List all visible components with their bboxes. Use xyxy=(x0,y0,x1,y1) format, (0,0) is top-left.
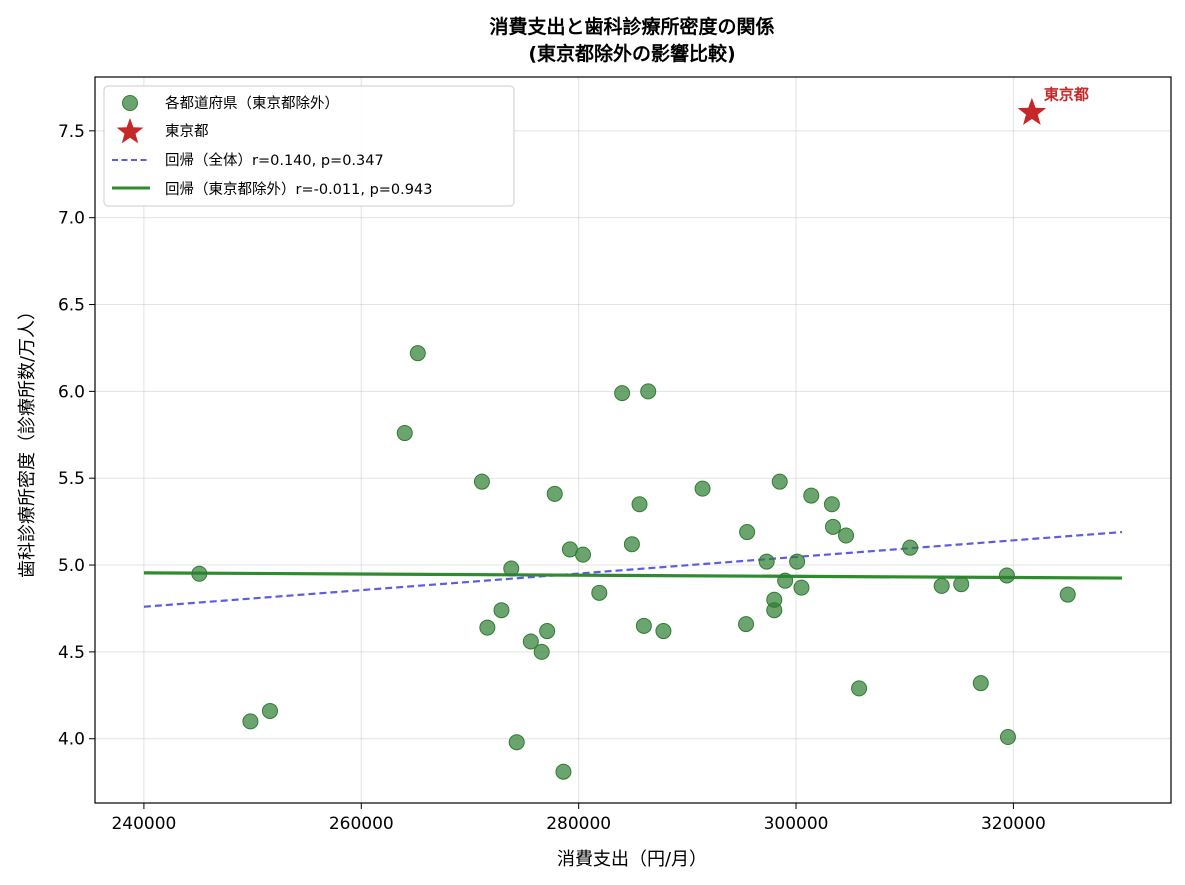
data-point xyxy=(546,485,563,502)
tokyo-marker xyxy=(1017,97,1047,125)
legend-label-regression-excl: 回帰（東京都除外）r=-0.011, p=0.943 xyxy=(165,180,432,198)
data-point xyxy=(851,680,868,697)
y-tick-label: 6.0 xyxy=(58,382,85,402)
x-tick-label: 300000 xyxy=(764,814,829,834)
data-point xyxy=(771,473,788,490)
legend-marker-prefectures xyxy=(122,95,138,111)
x-tick-label: 240000 xyxy=(111,814,176,834)
data-points xyxy=(191,345,1076,780)
y-tick-label: 7.0 xyxy=(58,209,85,229)
x-axis-ticks: 240000 260000 280000 300000 320000 xyxy=(111,803,1046,834)
legend-box xyxy=(103,85,515,207)
data-point xyxy=(614,385,631,402)
data-point xyxy=(396,425,413,442)
data-point xyxy=(508,734,525,751)
x-tick-label: 280000 xyxy=(546,814,611,834)
y-axis-label: 歯科診療所密度（診療所数/万人） xyxy=(17,302,38,578)
data-point xyxy=(640,383,657,400)
legend-marker-tokyo xyxy=(116,118,144,144)
data-point xyxy=(793,579,810,596)
data-point xyxy=(789,553,806,570)
data-point xyxy=(522,633,539,650)
data-point xyxy=(555,763,572,780)
data-point xyxy=(539,623,556,640)
x-tick-label: 260000 xyxy=(329,814,394,834)
plot-frame xyxy=(94,76,1172,804)
data-point xyxy=(503,560,520,577)
data-point xyxy=(1059,586,1076,603)
regression-line-all xyxy=(143,530,1123,608)
data-point xyxy=(635,617,652,634)
data-point xyxy=(823,496,840,513)
data-point xyxy=(191,565,208,582)
data-point xyxy=(575,546,592,563)
data-point xyxy=(493,602,510,619)
data-point xyxy=(533,643,550,660)
y-tick-label: 7.5 xyxy=(58,122,85,142)
y-tick-label: 5.0 xyxy=(58,556,85,576)
y-tick-label: 4.0 xyxy=(58,730,85,750)
y-tick-label: 6.5 xyxy=(58,296,85,316)
data-point xyxy=(933,577,950,594)
data-point xyxy=(694,480,711,497)
tokyo-star xyxy=(1017,97,1047,125)
data-point xyxy=(758,553,775,570)
data-point xyxy=(473,473,490,490)
data-point xyxy=(803,487,820,504)
chart-subtitle: (東京都除外の影響比較) xyxy=(528,42,735,65)
legend: 各都道府県（東京都除外） 東京都 回帰（全体）r=0.140, p=0.347 … xyxy=(103,85,515,207)
x-tick-label: 320000 xyxy=(981,814,1046,834)
data-point xyxy=(766,602,783,619)
data-point xyxy=(261,702,278,719)
legend-label-regression-all: 回帰（全体）r=0.140, p=0.347 xyxy=(165,151,384,169)
data-point xyxy=(824,518,841,535)
chart-title: 消費支出と歯科診療所密度の関係 xyxy=(489,15,774,38)
legend-label-tokyo: 東京都 xyxy=(165,123,209,140)
data-point xyxy=(242,713,259,730)
data-point xyxy=(902,539,919,556)
data-point xyxy=(739,524,756,541)
data-point xyxy=(591,584,608,601)
data-point xyxy=(838,527,855,544)
data-point xyxy=(999,729,1016,745)
y-tick-label: 5.5 xyxy=(58,469,85,489)
tokyo-annotation: 東京都 xyxy=(1044,86,1089,104)
data-point xyxy=(972,675,989,692)
data-point xyxy=(479,619,496,636)
data-point xyxy=(623,536,640,553)
data-point xyxy=(409,345,426,362)
data-point xyxy=(953,576,970,593)
data-point xyxy=(655,623,672,640)
data-point xyxy=(738,616,755,633)
data-point xyxy=(631,496,648,513)
legend-label-prefectures: 各都道府県（東京都除外） xyxy=(165,95,339,112)
data-point xyxy=(777,572,794,589)
y-axis-ticks: 4.0 4.5 5.0 5.5 6.0 6.5 7.0 7.5 xyxy=(58,122,95,750)
grid-lines xyxy=(95,77,1171,803)
data-point xyxy=(998,567,1015,584)
x-axis-label: 消費支出（円/月） xyxy=(557,849,707,870)
y-tick-label: 4.5 xyxy=(58,643,85,663)
